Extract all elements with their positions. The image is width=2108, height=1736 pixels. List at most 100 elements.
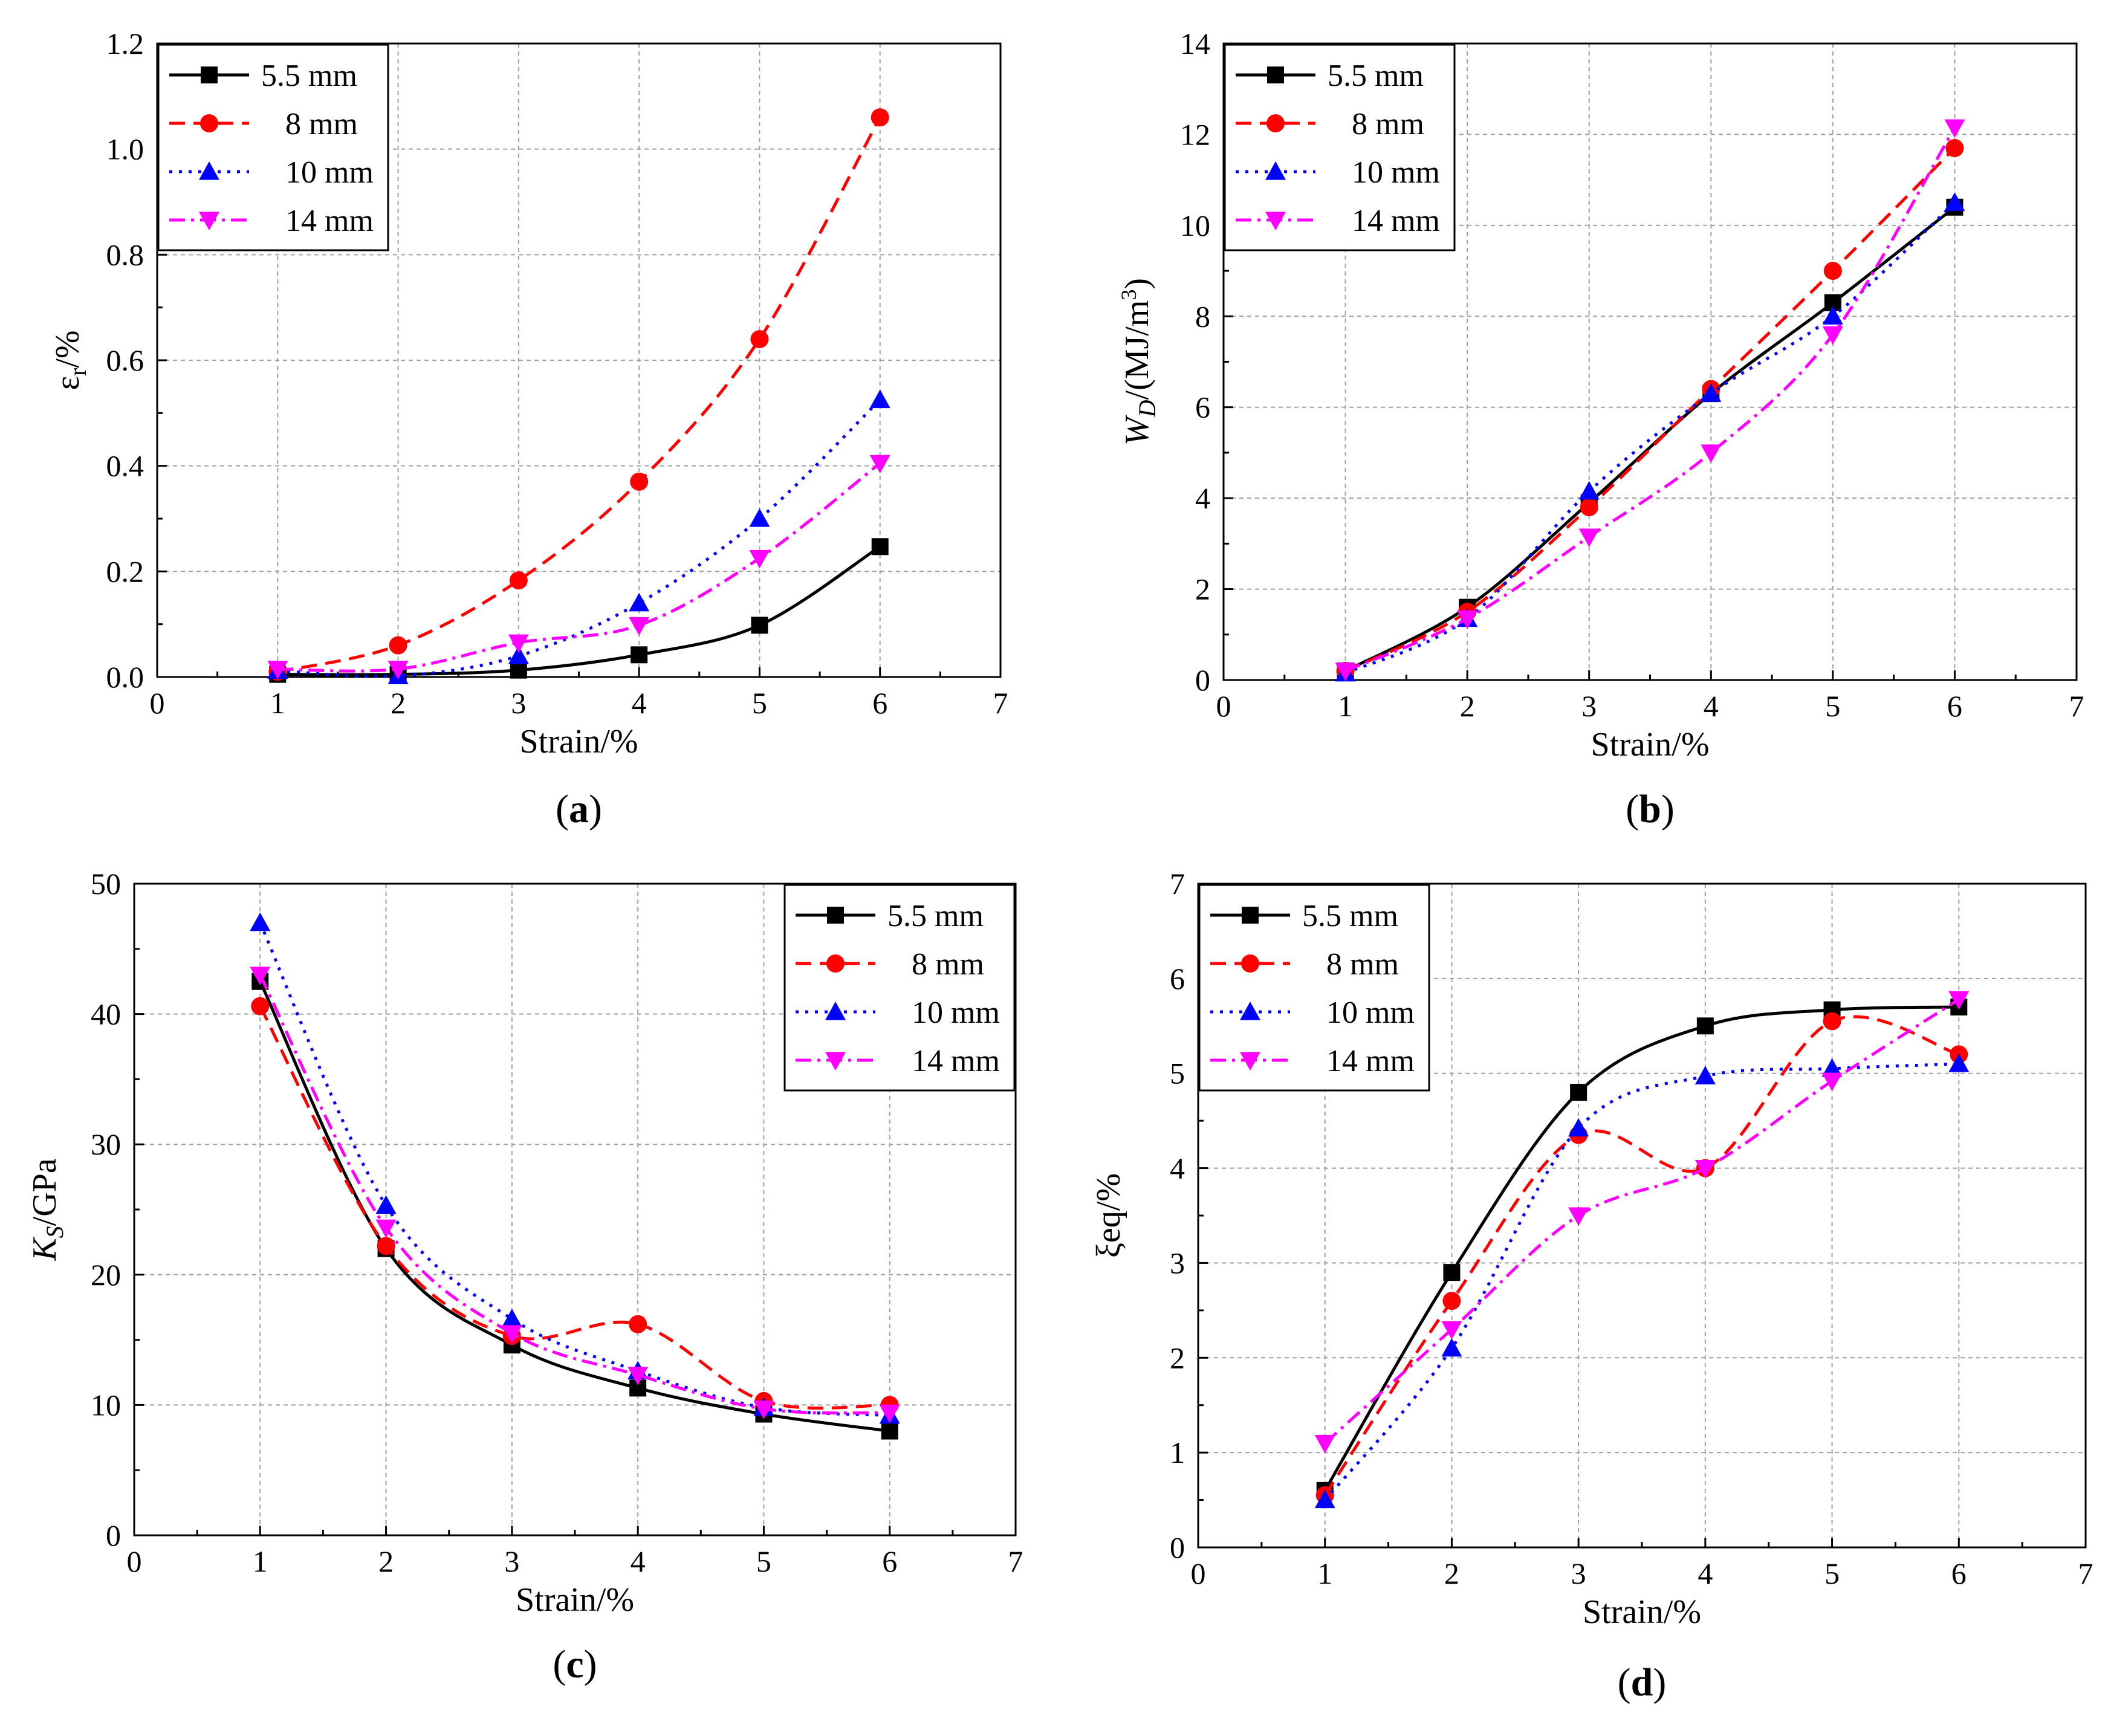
data-point — [881, 1422, 898, 1440]
x-tick-label: 6 — [872, 686, 887, 720]
chart-panel-b: 0 1 2 3 4 5 6 702468101214Strain/%WD/(MJ/m3)5.5… — [1117, 27, 2084, 831]
y-axis-title-end: ) — [1118, 278, 1156, 290]
y-axis-title-sup: 3 — [1117, 290, 1141, 300]
x-tick-label: 1 — [270, 686, 285, 720]
legend-swatch-marker — [1242, 907, 1259, 924]
x-tick-label: 2 — [1444, 1556, 1459, 1590]
legend-swatch-marker — [825, 1002, 846, 1020]
y-axis-title-main: W — [1118, 415, 1156, 445]
data-point — [508, 646, 529, 664]
panel-label-open: ( — [556, 787, 569, 831]
panel-label-c: (c) — [553, 1642, 597, 1686]
y-axis-title-c: KS/GPa — [26, 1158, 68, 1262]
data-point — [750, 330, 769, 349]
x-axis-title-c: Strain/% — [516, 1581, 634, 1619]
y-tick-label: 10 — [1180, 209, 1210, 242]
data-point — [1580, 498, 1598, 517]
x-tick-label: 3 — [504, 1544, 519, 1578]
data-point — [871, 108, 889, 127]
legend-label: 10 mm — [912, 996, 1000, 1030]
panel-label-close: ) — [584, 1642, 597, 1686]
panel-label-a: (a) — [556, 787, 602, 831]
x-tick-label: 4 — [1704, 689, 1719, 723]
data-point — [375, 1219, 397, 1239]
x-tick-label: 2 — [1460, 689, 1475, 723]
panel-label-b: (b) — [1626, 787, 1675, 831]
grid-a — [157, 44, 1000, 677]
data-point — [631, 646, 648, 664]
y-tick-label: 0.6 — [106, 343, 144, 377]
data-point — [250, 967, 271, 985]
panel-label-d: (d) — [1618, 1660, 1667, 1705]
series-c-3 — [250, 967, 900, 1423]
legend-swatch-marker — [199, 161, 219, 180]
legend-label: 14 mm — [912, 1044, 1000, 1078]
data-point — [1314, 1489, 1335, 1509]
legend-box — [1198, 884, 1430, 1092]
legend-box — [157, 44, 389, 251]
y-tick-label: 0 — [106, 1518, 121, 1552]
data-point — [1823, 262, 1842, 280]
y-tick-label: 30 — [91, 1127, 121, 1161]
data-point — [1457, 610, 1478, 629]
legend-c: 5.5 mm 8 mm 10 mm 14 mm — [783, 884, 1016, 1092]
x-tick-label: 0 — [1216, 689, 1231, 723]
x-tick-label: 2 — [391, 686, 406, 720]
data-point — [879, 1404, 900, 1423]
series-line — [1344, 147, 1956, 673]
data-point — [751, 617, 768, 634]
data-point — [251, 997, 270, 1015]
x-tick-label: 5 — [756, 1544, 771, 1578]
y-tick-label: 1 — [1170, 1436, 1185, 1469]
x-tick-label: 7 — [993, 686, 1008, 720]
series-b-2 — [1335, 192, 1965, 682]
y-axis-title-sub: r — [64, 368, 91, 376]
panel-label-letter: a — [569, 787, 589, 831]
y-tick-label: 5 — [1170, 1057, 1185, 1090]
data-point — [267, 661, 288, 679]
series-a-2 — [267, 389, 890, 684]
x-tick-label: 7 — [2069, 689, 2084, 723]
data-point — [1944, 119, 1965, 138]
data-point — [510, 661, 527, 679]
grid-d — [1198, 884, 2086, 1547]
data-point — [1442, 1292, 1461, 1310]
data-point — [1944, 192, 1965, 211]
y-tick-label: 0.0 — [106, 660, 144, 694]
series-line — [277, 545, 881, 676]
series-line — [1324, 998, 1960, 1445]
data-point — [749, 549, 770, 569]
data-point — [1335, 662, 1356, 681]
x-tick-label: 3 — [1581, 689, 1597, 723]
data-point — [388, 661, 409, 679]
legend-label: 8 mm — [285, 107, 358, 141]
panel-label-close: ) — [1661, 787, 1675, 831]
data-point — [1821, 1072, 1843, 1092]
panel-label-open: ( — [553, 1642, 566, 1686]
data-point — [250, 912, 271, 931]
y-axis-title-sub: D — [1133, 400, 1161, 418]
legend-swatch-marker — [1267, 66, 1284, 83]
legend-label: 14 mm — [1352, 204, 1440, 238]
y-axis-title-rest: /% — [49, 330, 86, 368]
y-tick-label: 20 — [91, 1258, 121, 1292]
series-line — [259, 922, 890, 1417]
data-point — [1701, 383, 1722, 402]
data-point — [628, 1367, 649, 1385]
x-axis-title-a: Strain/% — [520, 723, 638, 760]
series-d-3 — [1314, 991, 1970, 1454]
chart-panel-a: 0 1 2 3 4 5 6 7 0.0 0.2 0.4 0.6 0.8 1.0 1.2 Strain/% εr/… — [49, 27, 1008, 831]
data-point — [1701, 444, 1722, 463]
panel-label-close: ) — [589, 787, 602, 831]
legend-swatch-marker — [825, 1052, 846, 1070]
x-tick-label: 4 — [1698, 1556, 1713, 1590]
y-tick-label: 1.2 — [106, 27, 144, 60]
legend-label: 5.5 mm — [1328, 59, 1424, 93]
data-point — [1314, 1434, 1335, 1454]
series-line — [277, 398, 881, 678]
legend-label: 14 mm — [1326, 1044, 1415, 1078]
data-point — [1578, 481, 1600, 500]
legend-label: 14 mm — [285, 204, 374, 238]
x-tick-label: 4 — [632, 686, 647, 720]
